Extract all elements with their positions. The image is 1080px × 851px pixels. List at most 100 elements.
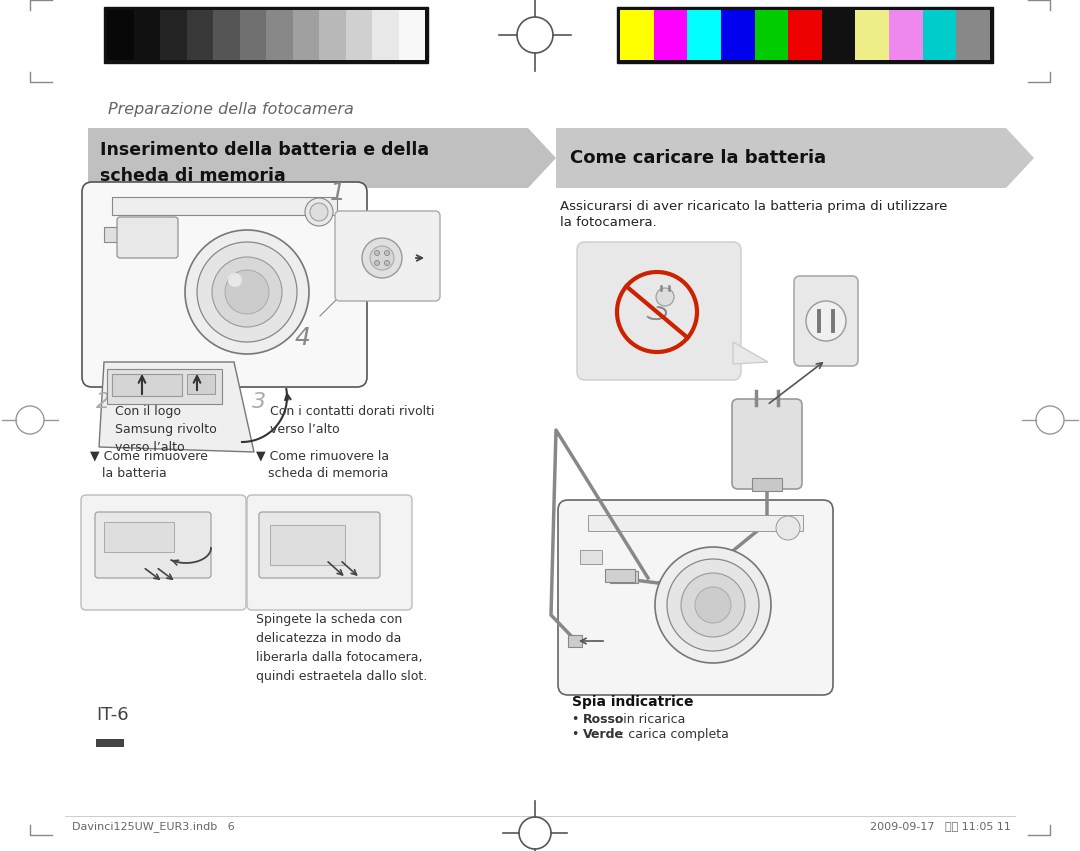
Text: Verde: Verde — [583, 728, 624, 741]
Bar — [855, 10, 889, 60]
Polygon shape — [99, 362, 254, 452]
Bar — [112, 197, 337, 215]
Circle shape — [185, 230, 309, 354]
FancyBboxPatch shape — [335, 211, 440, 301]
Circle shape — [197, 242, 297, 342]
Polygon shape — [733, 342, 768, 364]
Bar — [721, 10, 755, 60]
Bar — [822, 10, 855, 60]
Text: Con il logo
Samsung rivolto
verso l’alto: Con il logo Samsung rivolto verso l’alto — [114, 405, 217, 454]
Bar — [605, 569, 635, 582]
Bar — [922, 10, 957, 60]
Circle shape — [362, 238, 402, 278]
Text: ▼ Come rimuovere la
   scheda di memoria: ▼ Come rimuovere la scheda di memoria — [256, 449, 389, 480]
Text: Rosso: Rosso — [583, 713, 624, 726]
FancyBboxPatch shape — [794, 276, 858, 366]
Bar — [653, 10, 687, 60]
Circle shape — [225, 270, 269, 314]
Text: 2009-09-17   오전 11:05 11: 2009-09-17 오전 11:05 11 — [870, 821, 1011, 831]
Circle shape — [777, 516, 800, 540]
Text: 3: 3 — [252, 392, 266, 412]
Text: la fotocamera.: la fotocamera. — [561, 216, 657, 229]
Text: Come caricare la batteria: Come caricare la batteria — [570, 149, 826, 167]
FancyBboxPatch shape — [558, 500, 833, 695]
Bar — [160, 10, 187, 60]
Bar — [104, 7, 428, 63]
Text: Con i contatti dorati rivolti
verso l’alto: Con i contatti dorati rivolti verso l’al… — [270, 405, 434, 436]
Text: 4: 4 — [295, 326, 311, 350]
Circle shape — [667, 559, 759, 651]
Bar — [96, 739, 124, 747]
Bar — [620, 10, 653, 60]
FancyBboxPatch shape — [732, 399, 802, 489]
FancyBboxPatch shape — [95, 512, 211, 578]
Bar — [788, 10, 822, 60]
Bar — [889, 10, 922, 60]
Bar — [107, 10, 134, 60]
Text: : carica completa: : carica completa — [620, 728, 729, 741]
Bar — [270, 525, 345, 565]
Circle shape — [305, 198, 333, 226]
Circle shape — [228, 273, 242, 287]
FancyBboxPatch shape — [259, 512, 380, 578]
Bar — [87, 128, 528, 188]
Circle shape — [384, 260, 390, 266]
Circle shape — [681, 573, 745, 637]
Bar — [399, 10, 426, 60]
Text: Davinci125UW_EUR3.indb   6: Davinci125UW_EUR3.indb 6 — [72, 821, 234, 832]
Bar — [556, 128, 1005, 188]
Bar — [687, 10, 721, 60]
Circle shape — [654, 547, 771, 663]
Bar — [957, 10, 990, 60]
Bar — [112, 374, 183, 396]
Bar — [346, 10, 372, 60]
FancyBboxPatch shape — [117, 217, 178, 258]
Bar — [266, 10, 293, 60]
Bar — [187, 374, 215, 394]
Circle shape — [212, 257, 282, 327]
Circle shape — [384, 250, 390, 255]
Text: IT-6: IT-6 — [96, 706, 129, 724]
Text: : in ricarica: : in ricarica — [615, 713, 686, 726]
Bar — [372, 10, 399, 60]
Circle shape — [806, 301, 846, 341]
Bar — [568, 635, 582, 647]
Bar — [752, 478, 782, 491]
Text: •: • — [572, 713, 583, 726]
Bar — [610, 571, 638, 583]
Text: Inserimento della batteria e della
scheda di memoria: Inserimento della batteria e della sched… — [100, 141, 429, 185]
Bar — [319, 10, 346, 60]
Circle shape — [375, 260, 379, 266]
Circle shape — [375, 250, 379, 255]
Text: Assicurarsi di aver ricaricato la batteria prima di utilizzare: Assicurarsi di aver ricaricato la batter… — [561, 200, 947, 213]
Text: •: • — [572, 728, 583, 741]
Bar — [617, 7, 993, 63]
Bar — [187, 10, 213, 60]
Text: Preparazione della fotocamera: Preparazione della fotocamera — [108, 102, 354, 117]
Bar — [580, 550, 602, 564]
Text: ▼ Come rimuovere
   la batteria: ▼ Come rimuovere la batteria — [90, 449, 207, 480]
Bar — [293, 10, 319, 60]
FancyBboxPatch shape — [82, 182, 367, 387]
Bar — [107, 369, 222, 404]
Text: Spia indicatrice: Spia indicatrice — [572, 695, 693, 709]
Bar — [213, 10, 240, 60]
Bar — [240, 10, 266, 60]
Circle shape — [656, 288, 674, 306]
Circle shape — [370, 246, 394, 270]
Text: 1: 1 — [330, 181, 346, 205]
Bar — [588, 515, 804, 531]
Polygon shape — [1005, 128, 1034, 188]
Bar — [104, 522, 174, 552]
FancyBboxPatch shape — [247, 495, 411, 610]
Circle shape — [696, 587, 731, 623]
Polygon shape — [528, 128, 556, 188]
Text: 2: 2 — [96, 392, 110, 412]
Bar — [104, 227, 126, 242]
FancyBboxPatch shape — [577, 242, 741, 380]
Bar — [755, 10, 788, 60]
Circle shape — [310, 203, 328, 221]
Bar — [134, 10, 160, 60]
FancyBboxPatch shape — [81, 495, 246, 610]
Text: Spingete la scheda con
delicatezza in modo da
liberarla dalla fotocamera,
quindi: Spingete la scheda con delicatezza in mo… — [256, 613, 428, 683]
